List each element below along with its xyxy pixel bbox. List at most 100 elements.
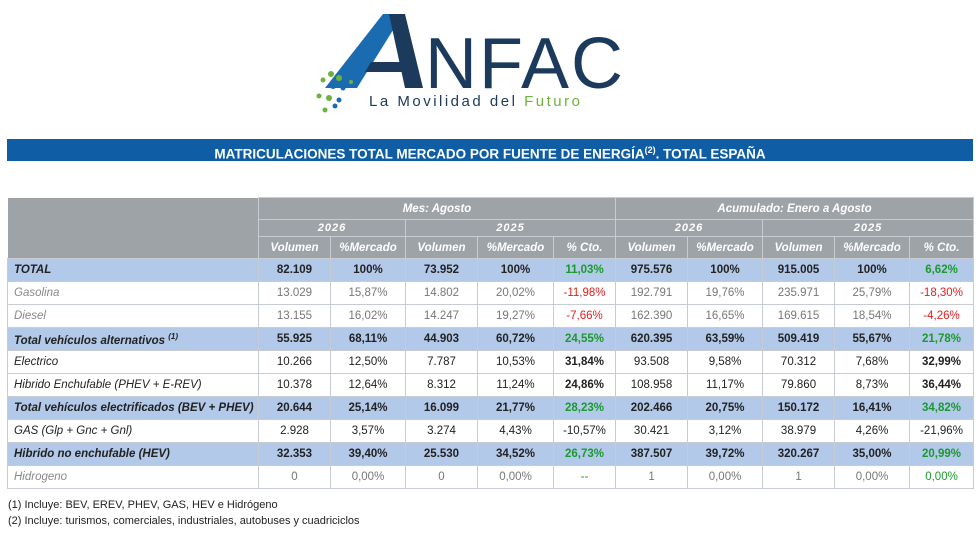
value-cell: 68,11% [330,327,406,351]
column-header: Volumen [258,236,331,259]
year-header: 2025 [762,219,975,237]
column-header: Volumen [405,236,478,259]
value-cell: 32.353 [258,442,331,466]
row-label-text: Diesel [14,310,46,322]
footnotes: (1) Incluye: BEV, EREV, PHEV, GAS, HEV e… [8,497,360,529]
row-label-text: Total vehículos electrificados (BEV + PH… [14,402,254,414]
value-cell: 44.903 [405,327,478,351]
value-cell: 16,02% [330,304,406,328]
value-cell: 100% [330,258,406,282]
value-cell: 19,27% [477,304,554,328]
value-cell: 1 [615,465,689,489]
report-title: MATRICULACIONES TOTAL MERCADO POR FUENTE… [214,146,645,162]
value-cell: 108.958 [615,373,689,397]
value-cell: 55,67% [834,327,911,351]
growth-cell: 24,86% [552,373,617,397]
logo-a-crossbar [365,62,415,72]
value-cell: 60,72% [477,327,554,351]
value-cell: 915.005 [762,258,836,282]
logo-dots [316,71,353,113]
value-cell: 509.419 [762,327,836,351]
year-header-row: 2026 2025 2026 2025 [7,219,975,237]
table-row: GAS (Glp + Gnc + Gnl) 2.928 3,57% 3.274 4,43… [7,419,975,443]
growth-cell: -21,96% [909,419,975,443]
value-cell: 162.390 [615,304,689,328]
value-cell: 150.172 [762,396,836,420]
value-cell: 0,00% [477,465,554,489]
column-header: Volumen [615,236,689,259]
value-cell: 1 [762,465,836,489]
table-row: Gasolina 13.029 15,87% 14.802 20,02% -11,98% 1… [7,281,975,305]
value-cell: 202.466 [615,396,689,420]
table-row: Hibrido Enchufable (PHEV + E-REV) 10.378 1… [7,373,975,397]
value-cell: 100% [687,258,764,282]
value-cell: 3,12% [687,419,764,443]
logo-wordmark: NFAC [425,24,625,104]
row-label-text: Hibrido no enchufable (HEV) [14,448,170,460]
column-header: % Cto. [909,236,975,259]
row-label-text: TOTAL [14,264,52,276]
value-cell: 20,75% [687,396,764,420]
row-label-text: Hidrogeno [14,471,68,483]
value-cell: 2.928 [258,419,331,443]
column-header: %Mercado [330,236,406,259]
value-cell: 70.312 [762,350,836,374]
group-header-row: Mes: Agosto Acumulado: Enero a Agosto [7,197,975,220]
table-row: Total vehículos alternativos (1) 55.925 68… [7,327,975,351]
row-label: Gasolina [7,281,259,305]
value-cell: 25,14% [330,396,406,420]
value-cell: 25.530 [405,442,478,466]
value-cell: 0 [405,465,478,489]
column-header: Volumen [762,236,836,259]
value-cell: 3,57% [330,419,406,443]
value-cell: 0,00% [687,465,764,489]
growth-cell: 32,99% [909,350,975,374]
value-cell: 169.615 [762,304,836,328]
value-cell: 16,41% [834,396,911,420]
value-cell: 100% [477,258,554,282]
logo-a-left-stroke [325,14,403,88]
value-cell: 20.644 [258,396,331,420]
row-label: GAS (Glp + Gnc + Gnl) [7,419,259,443]
value-cell: 387.507 [615,442,689,466]
value-cell: 14.247 [405,304,478,328]
table-row: Total vehículos electrificados (BEV + PH… [7,396,975,420]
value-cell: 10.266 [258,350,331,374]
value-cell: 10,53% [477,350,554,374]
value-cell: 21,77% [477,396,554,420]
row-label: Electrico [7,350,259,374]
row-label-text: Gasolina [14,287,60,299]
value-cell: 4,26% [834,419,911,443]
row-label-text: GAS (Glp + Gnc + Gnl) [14,425,133,437]
year-header: 2026 [615,219,764,237]
value-cell: 4,43% [477,419,554,443]
column-header: % Cto. [552,236,617,259]
value-cell: 320.267 [762,442,836,466]
anfac-logo: NFAC La Movilidad del Futuro [316,14,625,113]
value-cell: 13.029 [258,281,331,305]
value-cell: 93.508 [615,350,689,374]
group-header-ytd: Acumulado: Enero a Agosto [615,197,975,220]
value-cell: 0,00% [330,465,406,489]
value-cell: 192.791 [615,281,689,305]
growth-cell: -7,66% [552,304,617,328]
value-cell: 20,02% [477,281,554,305]
row-label: Total vehículos electrificados (BEV + PH… [7,396,259,420]
table-row: Hibrido no enchufable (HEV) 32.353 39,40% 2… [7,442,975,466]
growth-cell: 0,00% [909,465,975,489]
value-cell: 79.860 [762,373,836,397]
value-cell: 13.155 [258,304,331,328]
value-cell: 235.971 [762,281,836,305]
value-cell: 3.274 [405,419,478,443]
table-row: Hidrogeno 0 0,00% 0 0,00% -- 1 0,00% 1 0,00% 0,00% [7,465,975,489]
row-label-text: Electrico [14,356,59,368]
value-cell: 14.802 [405,281,478,305]
footnote: (1) Incluye: BEV, EREV, PHEV, GAS, HEV e… [8,499,278,511]
column-header: %Mercado [834,236,911,259]
growth-cell: 11,03% [552,258,617,282]
row-label: Hidrogeno [7,465,259,489]
value-cell: 34,52% [477,442,554,466]
registrations-table: Mes: Agosto Acumulado: Enero a Agosto 20… [7,197,975,489]
value-cell: 11,17% [687,373,764,397]
year-header: 2025 [404,219,617,237]
